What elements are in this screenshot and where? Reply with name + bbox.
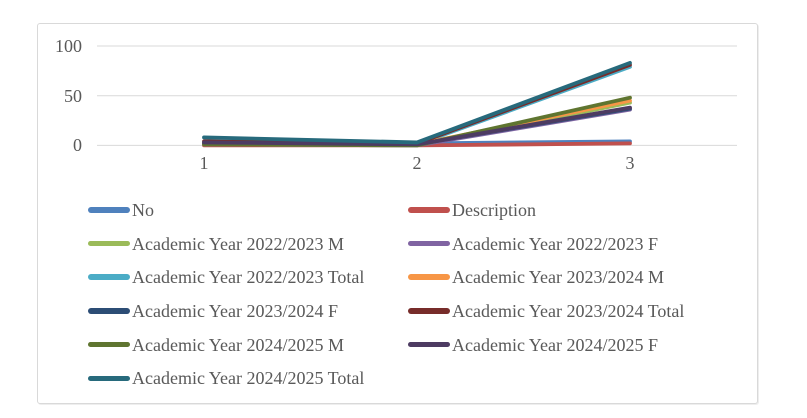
legend-label: Academic Year 2023/2024 Total <box>452 300 685 321</box>
legend-swatch-academic-year-2023-2024-f <box>88 308 130 314</box>
x-axis-tick-label-1: 1 <box>199 153 209 173</box>
legend-label: Academic Year 2024/2025 Total <box>132 368 365 389</box>
legend-item-academic-year-2024-2025-m: Academic Year 2024/2025 M <box>88 335 408 355</box>
legend-swatch-academic-year-2022-2023-m <box>88 240 130 247</box>
legend-item-academic-year-2024-2025-f: Academic Year 2024/2025 F <box>408 335 768 355</box>
legend-item-academic-year-2024-2025-total: Academic Year 2024/2025 Total <box>88 368 408 388</box>
legend-item-no: No <box>88 200 408 220</box>
y-axis-tick-label-100: 100 <box>55 36 82 56</box>
legend-swatch-academic-year-2022-2023-f <box>408 240 450 247</box>
legend-label: Academic Year 2024/2025 F <box>452 334 658 355</box>
legend-swatch-academic-year-2024-2025-f <box>408 341 450 348</box>
y-axis-tick-label-0: 0 <box>73 135 82 156</box>
legend-swatch-academic-year-2024-2025-total <box>88 375 130 382</box>
legend-label: Academic Year 2022/2023 F <box>452 233 658 254</box>
legend-item-description: Description <box>408 200 768 220</box>
legend-swatch-academic-year-2024-2025-m <box>88 341 130 348</box>
legend-label: No <box>132 199 154 220</box>
legend-swatch-description <box>408 207 450 213</box>
legend-label: Academic Year 2023/2024 F <box>132 300 338 321</box>
legend-swatch-no <box>88 207 130 213</box>
legend-label: Description <box>452 199 536 220</box>
y-axis-tick-label-50: 50 <box>64 85 82 106</box>
chart-legend: No Description Academic Year 2022/2023 M Ac… <box>88 193 768 395</box>
legend-swatch-academic-year-2023-2024-m <box>408 274 450 280</box>
legend-item-academic-year-2023-2024-m: Academic Year 2023/2024 M <box>408 267 768 287</box>
legend-swatch-academic-year-2023-2024-total <box>408 308 450 314</box>
legend-item-academic-year-2023-2024-total: Academic Year 2023/2024 Total <box>408 301 768 321</box>
legend-item-academic-year-2022-2023-m: Academic Year 2022/2023 M <box>88 234 408 254</box>
x-axis-tick-label-2: 2 <box>412 153 422 173</box>
legend-item-academic-year-2023-2024-f: Academic Year 2023/2024 F <box>88 301 408 321</box>
legend-item-academic-year-2022-2023-f: Academic Year 2022/2023 F <box>408 234 768 254</box>
legend-label: Academic Year 2022/2023 M <box>132 233 344 254</box>
x-axis-tick-label-3: 3 <box>625 153 635 173</box>
legend-label: Academic Year 2023/2024 M <box>452 267 664 288</box>
legend-label: Academic Year 2022/2023 Total <box>132 267 365 288</box>
legend-swatch-academic-year-2022-2023-total <box>88 274 130 280</box>
legend-label: Academic Year 2024/2025 M <box>132 334 344 355</box>
legend-item-academic-year-2022-2023-total: Academic Year 2022/2023 Total <box>88 267 408 287</box>
